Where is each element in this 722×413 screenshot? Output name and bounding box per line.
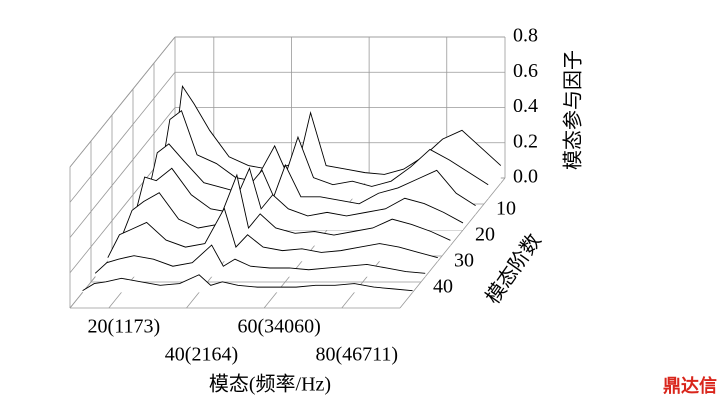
z-tick-label: 0.2: [513, 130, 538, 152]
watermark: 鼎达信: [663, 375, 717, 396]
ridge-fill: [120, 175, 451, 246]
ridge-line: [119, 173, 451, 241]
grid-line: [69, 107, 176, 238]
ridge-line: [157, 109, 489, 191]
ridge-line: [170, 84, 502, 180]
ridge-fill: [158, 110, 489, 199]
ridge-line: [107, 207, 438, 259]
x-tick-label: 60(34060): [237, 316, 320, 338]
z-tick-label: 0.6: [513, 60, 538, 82]
x-axis-label: 模态(频率/Hz): [209, 373, 331, 396]
ridge-fill: [82, 274, 413, 293]
x-tick-label: 40(2164): [165, 344, 238, 366]
ridge-line: [82, 274, 413, 292]
ridge-fill: [95, 245, 426, 277]
x-tick-label: 20(1173): [88, 316, 161, 338]
z-tick-label: 0.4: [513, 95, 538, 117]
ridge-fill: [133, 168, 463, 230]
ridge-line: [132, 166, 464, 224]
y-tick-label: 10: [496, 198, 516, 220]
y-tick-label: 30: [454, 250, 474, 272]
grid-line: [69, 71, 176, 203]
z-axis-label: 模态参与因子: [562, 50, 585, 170]
y-tick-label: 40: [433, 276, 453, 298]
y-tick-label: 20: [475, 224, 495, 246]
z-tick-label: 0.0: [513, 166, 538, 188]
axis-line: [399, 177, 506, 309]
ridge-line: [145, 143, 476, 206]
ridge-line: [94, 244, 426, 274]
x-tick-label: 80(46711): [315, 344, 398, 366]
grid-line: [69, 36, 176, 168]
z-tick-label: 0.8: [513, 25, 538, 47]
